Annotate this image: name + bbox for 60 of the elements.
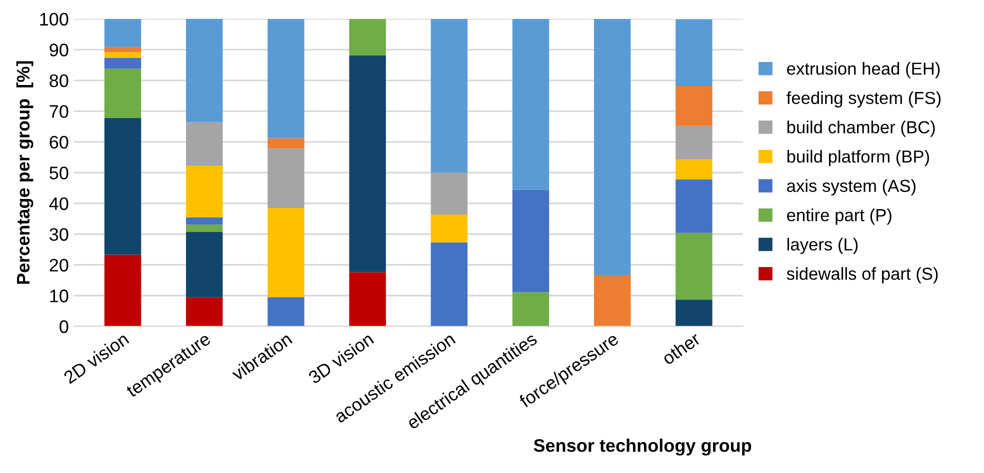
bar [676,232,712,300]
y-tick-label: 40 [49,197,68,210]
y-tick-label: 50 [50,166,68,180]
bar [186,297,223,326]
y-tick-label: 30 [50,228,68,241]
bar [186,224,223,232]
y-tick-label: 90 [50,44,68,56]
bar [512,292,550,326]
bar [512,18,550,190]
bar [594,18,631,276]
legend-label: build platform (BP) [787,150,930,166]
bar [268,18,304,138]
bar [104,118,142,255]
bar [268,208,304,298]
bar [676,179,712,233]
bar [104,68,142,118]
bar [676,300,712,326]
legend-label: extrusion head (EH) [787,62,940,78]
bar [676,159,712,180]
bar [676,126,712,160]
legend-label: entire part (P) [787,208,892,225]
bar [186,122,223,166]
bar [676,86,712,126]
bar [104,52,142,58]
y-tick-label: 100 [40,12,68,26]
bar [430,172,468,214]
legend-label: build chamber (BC) [787,120,935,137]
bar [186,166,223,218]
bar [268,297,304,326]
bar [186,18,223,122]
legend-label: layers (L) [787,238,858,254]
bar [430,214,468,242]
bar [104,46,142,52]
x-tick-label: other [660,331,702,366]
y-tick-label: 70 [50,105,68,118]
bar [268,138,304,148]
bar [349,55,386,272]
legend-label: axis system (AS) [787,179,916,196]
y-tick-label: 60 [50,136,68,149]
legend-label: sidewalls of part (S) [786,267,938,284]
x-axis-title: Sensor technology group [534,438,752,456]
bar [676,19,712,86]
bar [594,275,631,326]
y-tick-label: 10 [50,290,68,302]
bar [104,254,142,326]
bar [512,190,550,292]
bar [349,18,386,56]
bar [104,58,142,69]
bar [186,232,223,298]
bar [268,148,304,208]
y-axis-title: Percentage per group [%] [16,61,34,284]
y-tick-label: 0 [60,320,68,334]
y-tick-label: 20 [50,258,68,272]
legend-label: feeding system (FS) [786,91,941,108]
y-tick-label: 80 [50,74,68,88]
bar [349,272,386,326]
bar [430,242,468,326]
bar [186,217,223,225]
bar [430,18,468,173]
bar [104,18,142,47]
